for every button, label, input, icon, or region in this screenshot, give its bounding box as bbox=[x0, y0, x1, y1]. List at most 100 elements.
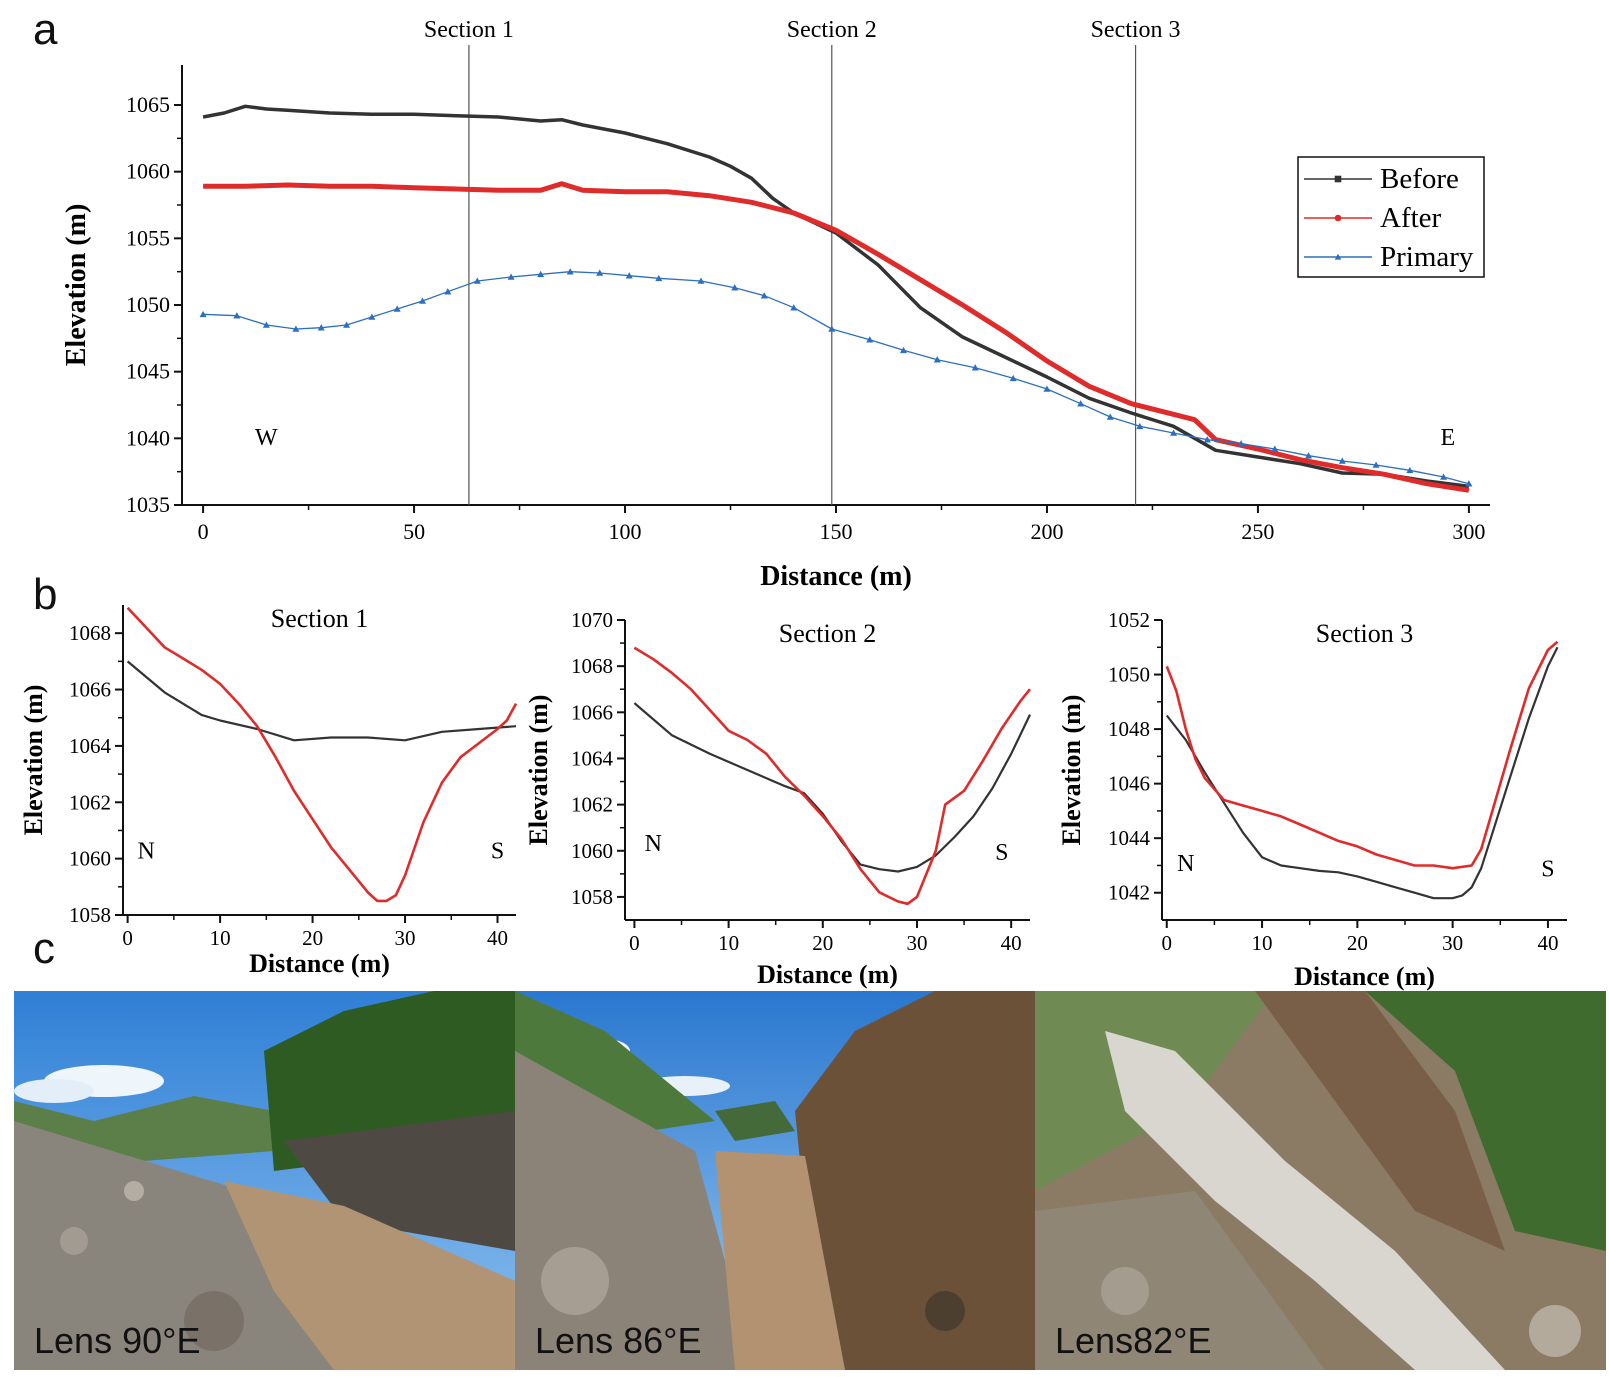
series-before bbox=[126, 660, 517, 742]
y-tick-label: 1046 bbox=[1108, 772, 1150, 796]
y-tick-label: 1068 bbox=[571, 654, 613, 678]
primary-point bbox=[199, 310, 207, 318]
x-tick-label: 10 bbox=[210, 926, 231, 950]
primary-point bbox=[1077, 400, 1085, 407]
river-photo-image bbox=[1035, 991, 1606, 1370]
series-line-after bbox=[633, 646, 1032, 906]
x-axis-label: Distance (m) bbox=[760, 561, 912, 592]
y-tick-label: 1068 bbox=[69, 621, 111, 645]
field-photos: Lens 90°E Lens 86°E bbox=[14, 991, 1606, 1370]
photo-lens-90: Lens 90°E bbox=[14, 991, 515, 1370]
primary-point bbox=[419, 297, 427, 304]
y-axis-label: Elevation (m) bbox=[1057, 695, 1086, 846]
y-tick-label: 1058 bbox=[69, 903, 111, 927]
legend-label: After bbox=[1380, 202, 1442, 234]
y-tick-label: 1044 bbox=[1108, 826, 1151, 850]
primary-point bbox=[933, 356, 941, 363]
primary-point bbox=[1372, 461, 1380, 468]
y-tick-label: 1062 bbox=[571, 793, 613, 817]
primary-point bbox=[292, 325, 300, 332]
y-tick-label: 1048 bbox=[1108, 717, 1150, 741]
section-line-label: Section 2 bbox=[787, 17, 877, 43]
section-3-chart: 0 10 20 30 40 1042 1044 1046 1048 1050 1052 Distanc… bbox=[1057, 608, 1567, 991]
x-tick-label: 10 bbox=[718, 931, 739, 955]
y-tick-label: 1045 bbox=[126, 359, 170, 384]
primary-point bbox=[473, 277, 481, 284]
primary-point bbox=[507, 273, 515, 280]
x-tick-label: 0 bbox=[629, 931, 640, 955]
primary-point bbox=[233, 312, 241, 319]
x-tick-label: 50 bbox=[403, 519, 425, 544]
y-tick-label: 1060 bbox=[126, 159, 170, 184]
direction-annotation: E bbox=[1440, 425, 1455, 451]
y-tick-label: 1050 bbox=[1108, 663, 1150, 687]
y-tick-label: 1065 bbox=[126, 92, 170, 117]
x-tick-label: 200 bbox=[1030, 519, 1063, 544]
primary-point bbox=[1440, 473, 1448, 480]
x-tick-label: 300 bbox=[1452, 519, 1485, 544]
photo-caption: Lens 86°E bbox=[535, 1320, 702, 1361]
x-tick-label: 0 bbox=[1162, 931, 1173, 955]
primary-point bbox=[866, 336, 874, 343]
primary-point bbox=[760, 292, 768, 299]
photo-lens-86: Lens 86°E bbox=[515, 991, 1035, 1370]
direction-annotation: S bbox=[1541, 856, 1554, 882]
primary-point bbox=[1237, 440, 1245, 447]
primary-point bbox=[317, 324, 325, 331]
primary-point bbox=[343, 321, 351, 328]
photo-caption: Lens 90°E bbox=[34, 1320, 201, 1361]
y-tick-label: 1058 bbox=[571, 885, 613, 909]
x-tick-label: 30 bbox=[1442, 931, 1463, 955]
y-tick-label: 1050 bbox=[126, 292, 170, 317]
series-before bbox=[1165, 646, 1559, 900]
x-tick-label: 20 bbox=[302, 926, 323, 950]
y-tick-label: 1070 bbox=[571, 608, 613, 632]
primary-point bbox=[262, 321, 270, 328]
legend-label: Primary bbox=[1380, 241, 1474, 273]
primary-point bbox=[1009, 374, 1017, 382]
series-after bbox=[126, 606, 518, 903]
primary-point bbox=[697, 277, 705, 284]
primary-point bbox=[393, 305, 401, 312]
series-line-after bbox=[126, 606, 518, 903]
primary-point bbox=[1043, 385, 1051, 392]
x-tick-label: 0 bbox=[198, 519, 209, 544]
x-axis-label: Distance (m) bbox=[1294, 962, 1435, 991]
series-line-before bbox=[202, 104, 1470, 489]
series-before bbox=[202, 104, 1470, 489]
primary-point bbox=[1465, 480, 1473, 487]
series-primary bbox=[199, 268, 1473, 487]
y-tick-label: 1064 bbox=[69, 734, 112, 758]
direction-annotation: N bbox=[137, 839, 154, 865]
panel-label-b: b bbox=[33, 570, 58, 619]
direction-annotation: N bbox=[1177, 851, 1194, 877]
photo-lens-82: Lens82°E bbox=[1035, 991, 1606, 1370]
x-axis-label: Distance (m) bbox=[757, 960, 898, 989]
y-tick-label: 1066 bbox=[571, 700, 613, 724]
series-after bbox=[1165, 640, 1559, 870]
y-tick-label: 1052 bbox=[1108, 608, 1150, 632]
primary-point bbox=[566, 268, 574, 275]
primary-point bbox=[828, 325, 836, 332]
section-line-label: Section 1 bbox=[424, 17, 514, 43]
primary-point bbox=[790, 304, 798, 311]
primary-point bbox=[655, 274, 663, 282]
x-tick-label: 150 bbox=[820, 519, 853, 544]
direction-annotation: W bbox=[255, 425, 278, 451]
legend: Before After Primary bbox=[1297, 156, 1485, 278]
x-tick-label: 40 bbox=[487, 926, 508, 950]
x-tick-label: 20 bbox=[812, 931, 833, 955]
x-tick-label: 30 bbox=[395, 926, 416, 950]
y-tick-label: 1035 bbox=[126, 492, 170, 517]
series-line-before bbox=[126, 660, 517, 742]
primary-point bbox=[444, 288, 452, 295]
primary-point bbox=[1136, 422, 1144, 430]
primary-point bbox=[368, 313, 376, 320]
primary-point bbox=[971, 364, 979, 371]
series-line-before bbox=[1165, 646, 1559, 900]
panel-label-a: a bbox=[33, 5, 58, 54]
section-2-chart: 0 10 20 30 40 1058 1060 1062 1064 1066 1068 1070 Dis… bbox=[524, 608, 1032, 989]
y-tick-label: 1060 bbox=[571, 839, 613, 863]
legend-label: Before bbox=[1380, 163, 1459, 195]
x-tick-label: 30 bbox=[906, 931, 927, 955]
